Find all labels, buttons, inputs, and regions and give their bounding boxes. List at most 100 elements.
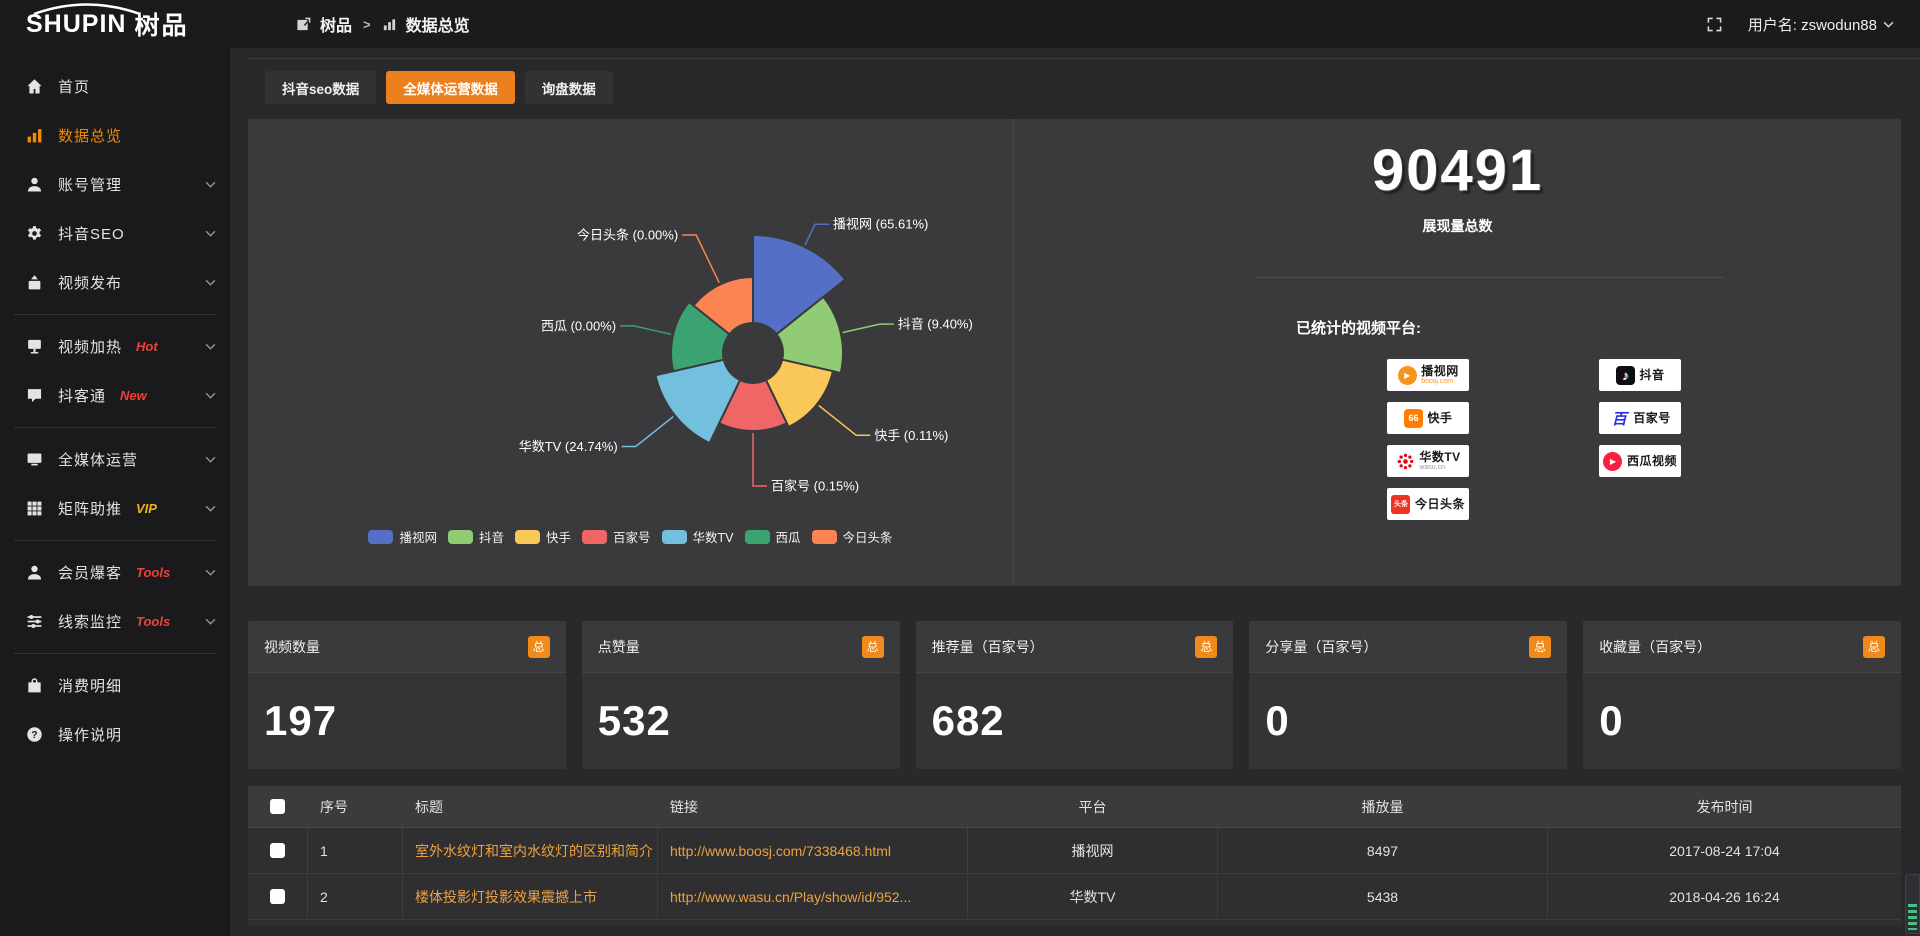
pie-label-line <box>752 433 767 487</box>
stat-card-2: 点赞量 总 532 <box>581 621 900 769</box>
platform-caption: boosj.com <box>1421 378 1454 385</box>
sidebar-item-doukotong[interactable]: 抖客通 New <box>0 371 230 420</box>
legend-item-1[interactable]: 播视网 <box>368 527 437 546</box>
cell-title[interactable]: 室外水纹灯和室内水纹灯的区别和简介 <box>403 828 658 873</box>
baijiahao-logo: 百 <box>1611 410 1627 428</box>
legend-item-2[interactable]: 抖音 <box>447 527 504 546</box>
sidebar: SHUPIN 树品 首页 数据总览 账号管理 抖音SEO 视频发布 视频加热 Hot 抖客通 N… <box>0 0 230 936</box>
sidebar-menu: 首页 数据总览 账号管理 抖音SEO 视频发布 视频加热 Hot 抖客通 New 全媒体运营 矩阵助… <box>0 48 230 759</box>
total-badge: 总 <box>527 635 550 658</box>
row-checkbox[interactable] <box>270 889 285 904</box>
sidebar-item-label: 账号管理 <box>58 177 123 194</box>
cell-link[interactable]: http://www.boosj.com/7338468.html <box>658 828 968 873</box>
chevron-down-icon <box>205 181 216 188</box>
user-menu[interactable]: 用户名: zswodun88 <box>1748 14 1894 35</box>
chevron-down-icon <box>205 569 216 576</box>
stat-card-label: 视频数量 <box>264 638 320 655</box>
sidebar-item-consume-detail[interactable]: 消费明细 <box>0 661 230 710</box>
tab-2[interactable]: 全媒体运营数据 <box>386 71 515 104</box>
sidebar-item-badge: Tools <box>136 614 171 629</box>
sidebar-item-member-burst[interactable]: 会员爆客 Tools <box>0 548 230 597</box>
pie-slice-3 <box>717 378 789 433</box>
platform-share-pie-chart: 播视网 (65.61%) 抖音 (9.40%) 快手 (0.11%) 百家号 (0.1… <box>248 119 1013 524</box>
pie-slice-2 <box>764 358 835 429</box>
content-area: 抖音seo数据 全媒体运营数据 询盘数据 播视网 (65.61%) 抖音 (9.40%… <box>230 48 1920 936</box>
screen-icon <box>26 338 43 355</box>
monitor-icon <box>26 451 43 468</box>
sidebar-item-video-publish[interactable]: 视频发布 <box>0 258 230 307</box>
tab-1[interactable]: 抖音seo数据 <box>265 71 377 104</box>
legend-item-6[interactable]: 西瓜 <box>744 527 801 546</box>
cell-plays: 8497 <box>1218 828 1548 873</box>
platform-name: 播视网 <box>1421 364 1459 378</box>
sidebar-item-label: 矩阵助推 <box>58 501 123 518</box>
legend-swatch <box>661 529 687 544</box>
pie-slice-5 <box>670 300 731 373</box>
sidebar-item-data-overview[interactable]: 数据总览 <box>0 111 230 160</box>
legend-item-4[interactable]: 百家号 <box>582 527 651 546</box>
sidebar-item-clue-monitor[interactable]: 线索监控 Tools <box>0 597 230 646</box>
svg-text:?: ? <box>31 730 37 741</box>
total-badge: 总 <box>861 635 884 658</box>
table-header-row: 序号 标题 链接 平台 播放量 发布时间 <box>248 786 1901 828</box>
douyin-logo: ♪ <box>1615 365 1635 385</box>
total-badge: 总 <box>1195 635 1218 658</box>
tab-3[interactable]: 询盘数据 <box>524 71 613 104</box>
legend-swatch <box>514 529 540 544</box>
sidebar-item-account-manage[interactable]: 账号管理 <box>0 160 230 209</box>
platform-name: 华数TV <box>1419 450 1461 464</box>
sidebar-item-matrix-boost[interactable]: 矩阵助推 VIP <box>0 484 230 533</box>
column-header: 序号 <box>308 786 403 827</box>
cell-no: 2 <box>308 874 403 919</box>
select-all-checkbox[interactable] <box>270 799 285 814</box>
sidebar-item-omnimedia-ops[interactable]: 全媒体运营 <box>0 435 230 484</box>
legend-label: 快手 <box>545 531 571 545</box>
pie-label: 播视网 (65.61%) <box>833 217 928 232</box>
cell-plays: 5438 <box>1218 874 1548 919</box>
stat-card-value: 0 <box>1265 697 1290 744</box>
floating-dock-widget[interactable] <box>1905 874 1920 934</box>
sidebar-item-douyin-seo[interactable]: 抖音SEO <box>0 209 230 258</box>
chevron-down-icon <box>205 279 216 286</box>
legend-item-5[interactable]: 华数TV <box>661 527 734 546</box>
pie-label-line <box>842 323 894 334</box>
chart-icon <box>26 127 43 144</box>
breadcrumb-item-shupin[interactable]: 树品 <box>320 18 353 35</box>
pie-label-line <box>682 234 720 284</box>
legend-item-3[interactable]: 快手 <box>514 527 571 546</box>
sidebar-item-video-heat[interactable]: 视频加热 Hot <box>0 322 230 371</box>
column-header: 平台 <box>968 786 1218 827</box>
legend-item-7[interactable]: 今日头条 <box>811 527 893 546</box>
edit-square-icon <box>296 17 311 32</box>
platform-badge-toutiao: 头条 今日头条 <box>1387 488 1469 520</box>
sidebar-divider <box>14 314 216 315</box>
column-header: 链接 <box>658 786 968 827</box>
sidebar-item-help[interactable]: ? 操作说明 <box>0 710 230 759</box>
stat-card-label: 推荐量（百家号） <box>931 638 1044 655</box>
pie-slice-4 <box>654 358 742 445</box>
impressions-total-label: 展现量总数 <box>1422 218 1493 234</box>
cell-link[interactable]: http://www.wasu.cn/Play/show/id/952... <box>658 874 968 919</box>
pie-label: 今日头条 (0.00%) <box>577 228 678 243</box>
sidebar-item-badge: VIP <box>136 501 157 516</box>
sidebar-item-label: 消费明细 <box>58 678 123 695</box>
videos-table: 序号 标题 链接 平台 播放量 发布时间 1 室外水纹灯和室内水纹灯的区别和简介 http://… <box>248 786 1901 926</box>
cell-time: 2018-04-26 16:24 <box>1669 888 1780 905</box>
question-icon: ? <box>26 726 43 743</box>
sidebar-item-badge: New <box>120 388 147 403</box>
sidebar-item-label: 线索监控 <box>58 614 123 631</box>
publish-icon <box>26 274 43 291</box>
breadcrumb-item-data-overview[interactable]: 数据总览 <box>405 18 470 35</box>
gear-icon <box>26 225 43 242</box>
chevron-down-icon <box>205 456 216 463</box>
summary-section: 90491 展现量总数 已统计的视频平台: ▶ 播视网 boosj.com ♪ 抖音 66… <box>1013 119 1901 586</box>
row-checkbox[interactable] <box>270 843 285 858</box>
sidebar-item-label: 抖音SEO <box>58 226 125 243</box>
cell-title[interactable]: 楼体投影灯投影效果震撼上市 <box>403 874 658 919</box>
fullscreen-icon[interactable] <box>1707 17 1722 32</box>
pie-label: 百家号 (0.15%) <box>771 479 859 494</box>
legend-swatch <box>744 529 770 544</box>
sidebar-item-label: 数据总览 <box>58 128 123 145</box>
cell-time: 2017-08-24 17:04 <box>1669 842 1780 859</box>
sidebar-item-home[interactable]: 首页 <box>0 62 230 111</box>
